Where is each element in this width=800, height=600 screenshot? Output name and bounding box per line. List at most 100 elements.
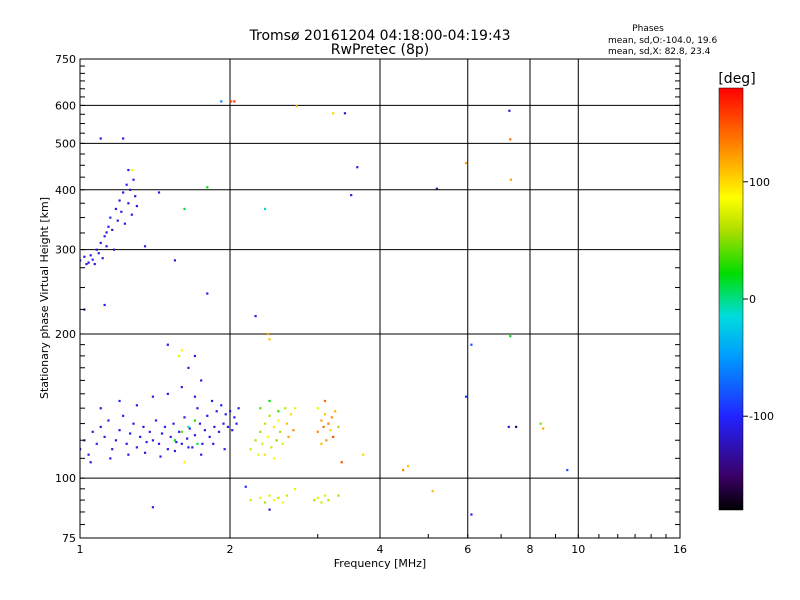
data-point	[279, 430, 282, 433]
data-point	[313, 499, 316, 502]
data-point	[193, 354, 197, 358]
data-point	[343, 112, 347, 115]
data-point	[151, 439, 155, 442]
data-point	[327, 422, 330, 425]
data-point	[295, 105, 298, 108]
x-ticks: 1 2 4 6 8 10 16	[77, 534, 687, 556]
data-point	[111, 448, 114, 451]
data-point	[289, 413, 293, 416]
data-point	[281, 442, 284, 445]
data-point	[112, 248, 116, 251]
data-point	[80, 259, 82, 262]
phases-o-stats: mean, sd,O:-104.0, 19.6	[608, 36, 718, 46]
data-point	[316, 430, 319, 433]
data-point	[249, 448, 252, 451]
phases-title: Phases	[632, 24, 664, 34]
data-point	[122, 414, 125, 417]
data-point	[320, 442, 323, 445]
data-point	[203, 429, 206, 432]
colorbar-tick-label: -100	[749, 410, 774, 423]
data-point	[172, 422, 175, 425]
colorbar-label: [deg]	[718, 71, 755, 87]
data-point	[508, 109, 511, 112]
data-point	[109, 216, 112, 219]
data-point	[220, 100, 223, 103]
data-point	[208, 435, 211, 438]
data-point	[362, 453, 365, 456]
data-point	[200, 453, 203, 456]
data-point	[193, 419, 197, 422]
data-point	[212, 442, 215, 445]
data-point	[277, 410, 280, 413]
data-point	[111, 228, 114, 231]
data-point	[325, 439, 328, 442]
data-point	[143, 245, 147, 248]
data-point	[163, 425, 167, 429]
data-point	[166, 448, 169, 451]
data-point	[180, 349, 183, 352]
data-point	[107, 419, 110, 422]
data-point	[470, 513, 473, 516]
data-point	[91, 430, 94, 433]
data-point	[263, 207, 267, 211]
data-point	[224, 413, 227, 416]
data-point	[244, 485, 247, 488]
data-point	[187, 366, 190, 369]
data-point	[330, 416, 333, 419]
data-point	[116, 219, 119, 222]
data-point	[542, 427, 545, 430]
x-tick-label: 10	[571, 543, 585, 556]
data-point	[132, 422, 135, 425]
data-point	[316, 407, 319, 410]
data-point	[183, 461, 186, 464]
data-point	[337, 494, 340, 497]
data-point	[275, 439, 278, 442]
x-tick-label: 8	[527, 543, 534, 556]
data-point	[177, 430, 181, 433]
data-point	[470, 343, 473, 346]
data-point	[160, 432, 164, 435]
data-point	[193, 434, 197, 437]
data-point	[145, 440, 148, 444]
data-point	[277, 419, 280, 422]
data-point	[132, 178, 135, 181]
grid	[80, 59, 680, 538]
data-point	[127, 453, 130, 456]
data-point	[101, 257, 104, 260]
data-point	[193, 395, 197, 398]
data-point	[125, 183, 128, 186]
data-point	[175, 440, 178, 444]
data-point	[320, 419, 323, 422]
colorbar-ticks: 100 0 -100	[743, 176, 774, 423]
data-point	[118, 199, 121, 202]
data-point	[329, 429, 332, 432]
data-point	[356, 166, 359, 169]
y-ticks: 75 100 200 300 400 500 600 750	[55, 53, 680, 545]
x-tick-label: 4	[377, 543, 384, 556]
data-point	[464, 161, 468, 165]
data-point	[259, 430, 262, 433]
data-point	[105, 245, 108, 248]
data-point	[103, 303, 106, 307]
data-point	[201, 442, 204, 445]
data-point	[154, 419, 158, 422]
data-point	[95, 442, 98, 445]
data-point	[196, 442, 199, 445]
data-point	[80, 448, 82, 451]
data-point	[103, 235, 106, 238]
data-point	[114, 439, 118, 442]
data-point	[285, 422, 288, 425]
data-point	[127, 202, 130, 205]
y-axis-label: Stationary phase Virtual Height [km]	[38, 197, 51, 399]
data-point	[566, 468, 569, 472]
data-point	[263, 453, 267, 456]
data-point	[281, 501, 284, 504]
data-point	[130, 168, 133, 172]
data-point	[200, 379, 203, 382]
colorbar: [deg] 100 0 -100	[718, 71, 774, 511]
data-point	[91, 258, 94, 261]
data-point	[114, 207, 118, 211]
data-point	[107, 225, 110, 228]
y-tick-label: 500	[55, 137, 76, 150]
